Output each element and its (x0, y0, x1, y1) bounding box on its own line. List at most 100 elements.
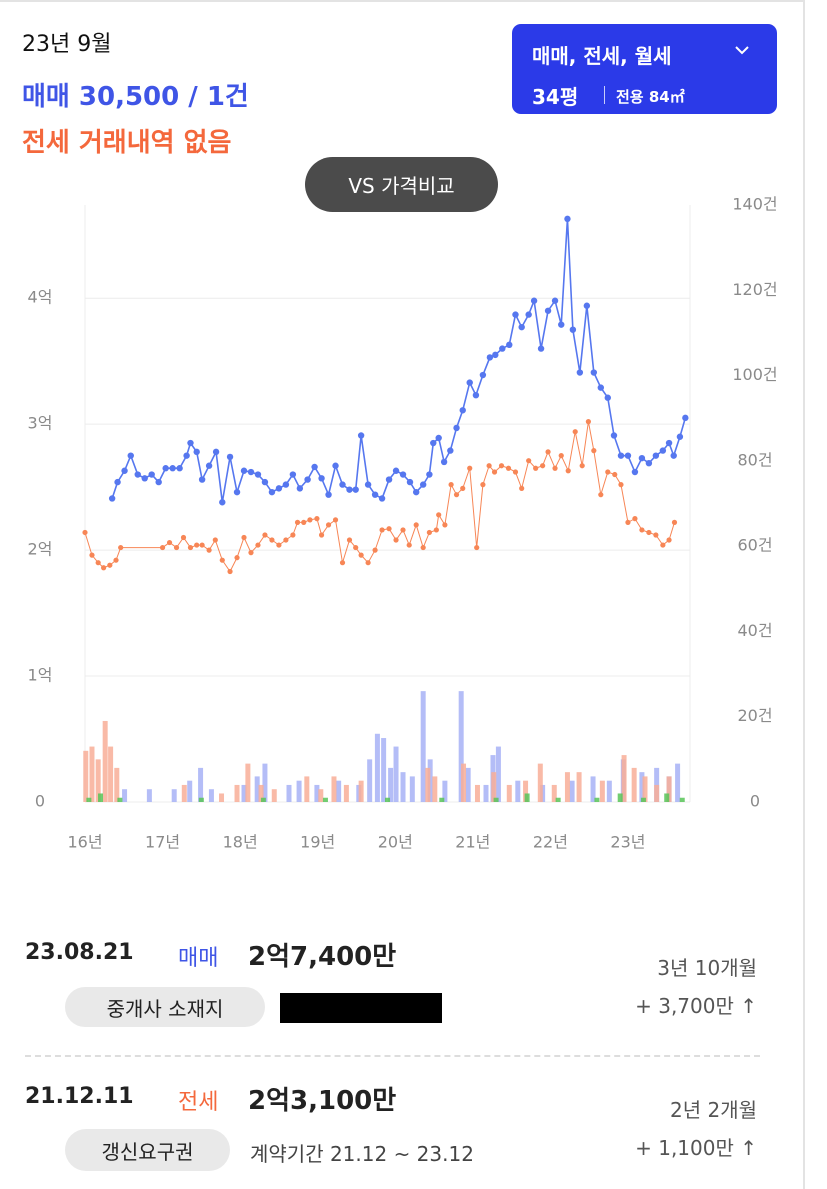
y2-tick-label: 140건 (732, 195, 777, 214)
price-point (558, 453, 564, 459)
volume-bar (245, 763, 251, 802)
price-point (290, 532, 296, 538)
transaction-duration: 2년 2개월 (669, 1098, 757, 1122)
volume-bar (642, 776, 648, 802)
volume-bar (336, 780, 342, 802)
price-point (591, 448, 597, 454)
volume-bar (465, 767, 471, 802)
separator (604, 86, 605, 104)
price-point (95, 560, 101, 566)
volume-bar (286, 784, 292, 802)
price-point (453, 492, 460, 498)
transaction-date: 21.12.11 (25, 1084, 134, 1109)
price-point (617, 452, 625, 459)
price-point (632, 516, 638, 522)
price-point (268, 488, 276, 496)
volume-bar (400, 772, 406, 802)
price-point (645, 459, 653, 467)
price-point (89, 552, 95, 558)
price-point (676, 433, 684, 440)
price-point (108, 495, 116, 502)
price-point (435, 434, 442, 442)
price-point (660, 542, 666, 548)
volume-bar (304, 776, 310, 802)
volume-bar (564, 772, 570, 802)
price-point (155, 478, 162, 486)
price-point (325, 522, 332, 528)
price-point (499, 345, 506, 352)
price-point (474, 544, 480, 551)
price-point (307, 517, 313, 523)
price-point (141, 475, 148, 482)
price-point (365, 560, 371, 566)
volume-bar (425, 767, 431, 802)
volume-bar (439, 797, 445, 802)
price-point (262, 532, 268, 538)
volume-bar (458, 691, 464, 802)
price-point (187, 439, 194, 447)
transaction-price: 2억7,400만 (248, 942, 397, 972)
price-point (552, 465, 558, 471)
volume-bar (491, 772, 497, 802)
price-point (240, 467, 248, 474)
compare-button[interactable]: VS 가격비교 (305, 157, 498, 212)
price-point (453, 424, 460, 432)
price-point (569, 326, 577, 333)
price-point (371, 491, 379, 498)
price-point (638, 454, 646, 462)
price-point (653, 532, 659, 538)
price-point (385, 476, 393, 483)
y2-tick-label: 60건 (737, 536, 772, 555)
right-border (803, 0, 805, 1189)
price-point (127, 452, 134, 459)
price-point (505, 465, 512, 471)
volume-bar (495, 746, 501, 802)
price-point (304, 476, 311, 483)
price-point (187, 544, 194, 551)
volume-bar (271, 789, 277, 802)
x-tick-label: 21년 (455, 833, 490, 852)
volume-bar (442, 780, 448, 802)
price-point (526, 458, 532, 464)
month: 23년 9월 (22, 32, 112, 57)
price-point (339, 481, 346, 488)
volume-bar (493, 797, 499, 802)
price-point (226, 453, 234, 461)
price-point (113, 557, 119, 563)
price-point (198, 476, 206, 483)
volume-bar (198, 797, 204, 802)
y2-tick-label: 80건 (737, 450, 772, 469)
price-point (318, 532, 325, 538)
price-point (537, 345, 545, 352)
volume-bar (679, 797, 685, 802)
price-point (491, 469, 498, 475)
price-point (412, 488, 420, 496)
volume-bar (385, 797, 390, 802)
price-point (399, 471, 407, 478)
price-point (472, 391, 480, 399)
price-point (448, 482, 454, 488)
volume-bar (654, 784, 660, 802)
price-point (294, 519, 301, 525)
transaction-tag: 중개사 소재지 (65, 987, 265, 1027)
price-point (459, 407, 466, 414)
volume-bar (664, 793, 670, 802)
volume-bar (181, 784, 187, 802)
filter-button[interactable]: 매매, 전세, 월세 34평 전용 84㎡ (512, 24, 777, 114)
volume-bar (432, 776, 438, 802)
volume-bar (219, 793, 225, 802)
price-point (572, 429, 578, 435)
price-point (682, 414, 689, 422)
volume-bar (331, 776, 337, 802)
price-point (159, 544, 166, 551)
price-point (618, 482, 624, 488)
price-point (325, 491, 332, 498)
price-point (540, 463, 546, 469)
price-point (558, 321, 565, 328)
price-point (420, 544, 426, 551)
price-point (180, 534, 187, 541)
price-point (364, 481, 372, 488)
volume-bar (146, 789, 152, 802)
price-point (512, 311, 519, 318)
price-point (610, 432, 618, 439)
